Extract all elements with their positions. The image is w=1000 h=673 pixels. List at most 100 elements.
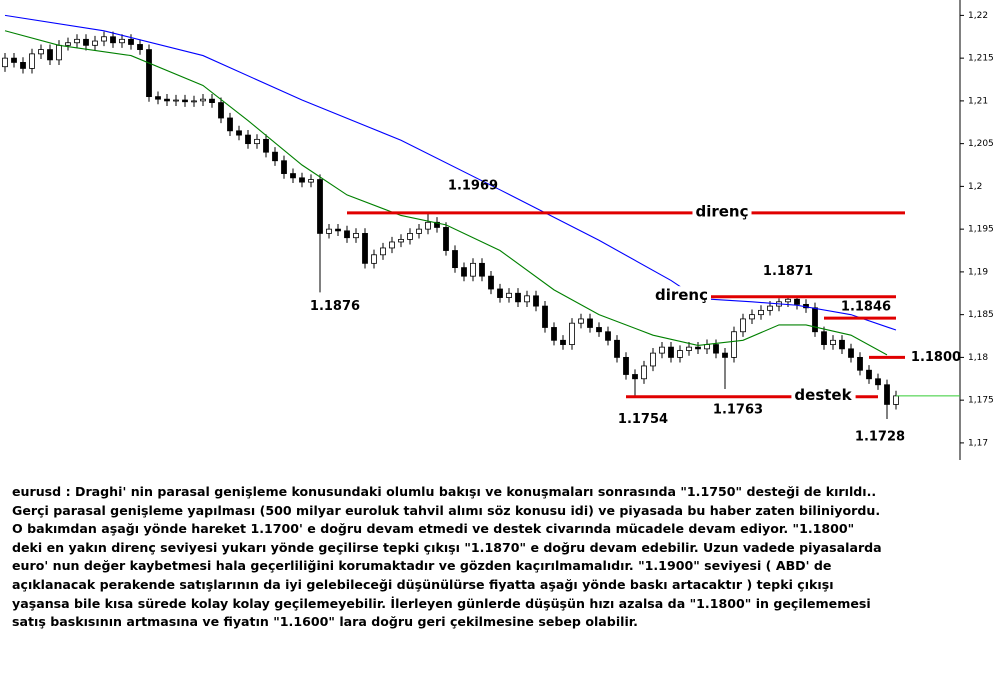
price-annotation: 1.1871	[763, 264, 813, 279]
candle-body	[848, 348, 854, 358]
candle-body	[335, 228, 341, 232]
candle-body	[227, 117, 233, 132]
candle-body	[38, 49, 44, 55]
level-label-bg	[791, 386, 856, 405]
candle-body	[767, 305, 773, 311]
candle-body	[110, 36, 116, 44]
price-annotation: 1.1800	[911, 350, 961, 365]
candle-body	[560, 339, 566, 345]
y-tick-label: 1,205	[968, 139, 994, 149]
candle-body	[488, 275, 494, 290]
candle-body	[785, 298, 791, 303]
candle-body	[56, 44, 62, 61]
candle-body	[407, 233, 413, 240]
candle-body	[389, 241, 395, 249]
candle-body	[254, 138, 260, 145]
candle-body	[650, 352, 656, 367]
candle-body	[866, 369, 872, 380]
candle-body	[425, 221, 431, 230]
level-label: direnç	[655, 286, 708, 304]
y-tick-label: 1,215	[968, 54, 994, 64]
candle-body	[74, 38, 80, 44]
y-tick-label: 1,2	[968, 182, 982, 192]
candle-body	[515, 292, 521, 303]
candle-body	[101, 36, 107, 42]
candle-body	[164, 98, 170, 102]
candle-body	[686, 346, 692, 351]
candle-body	[722, 352, 728, 358]
commentary-line: euro' nun değer kaybetmesi hala geçerlil…	[12, 558, 832, 574]
y-tick-label: 1,195	[968, 225, 994, 235]
candle-body	[92, 40, 98, 46]
candle-body	[272, 151, 278, 162]
level-label-bg	[651, 286, 711, 305]
level-label: direnç	[695, 202, 748, 220]
candle-body	[20, 62, 26, 69]
candle-body	[398, 239, 404, 243]
candle-body	[461, 267, 467, 277]
commentary: eurusd : Draghi' nin parasal genişleme k…	[12, 483, 997, 632]
y-tick-label: 1,22	[968, 11, 988, 21]
candle-body	[506, 292, 512, 298]
candle-body	[200, 98, 206, 102]
price-annotation: 1.1876	[310, 299, 360, 314]
candle-body	[236, 130, 242, 136]
candle-body	[29, 53, 35, 69]
candle-body	[308, 179, 314, 183]
candle-body	[632, 374, 638, 380]
candle-body	[605, 331, 611, 341]
candle-body	[731, 331, 737, 358]
candle-body	[182, 99, 188, 103]
candle-body	[749, 314, 755, 320]
candle-body	[137, 44, 143, 50]
candle-body	[353, 233, 359, 239]
commentary-line: satış baskısının artmasına ve fiyatın "1…	[12, 614, 638, 630]
candle-body	[2, 57, 8, 68]
candle-body	[47, 49, 53, 61]
candle-body	[695, 346, 701, 350]
candle-body	[758, 309, 764, 316]
candle-body	[173, 99, 179, 102]
candle-body	[416, 228, 422, 234]
chart: 1,17 1,175 1,18 1,185 1,19 1,195 1,2 1,205 1,21 1…	[2, 0, 994, 460]
candle-body	[155, 96, 161, 100]
candle-body	[218, 102, 224, 119]
candle-body	[740, 318, 746, 333]
candle-body	[371, 254, 377, 264]
candle-body	[281, 160, 287, 174]
candle-body	[65, 42, 71, 46]
level-label-bg	[692, 202, 752, 221]
candle-body	[893, 395, 899, 405]
candle-body	[479, 262, 485, 277]
candle-body	[290, 173, 296, 179]
candle-body	[299, 177, 305, 183]
candle-body	[119, 38, 125, 44]
commentary-line: eurusd : Draghi' nin parasal genişleme k…	[12, 484, 877, 499]
price-annotation: 1.1763	[713, 403, 763, 418]
candle-body	[344, 230, 350, 239]
price-annotation: 1.1969	[448, 178, 498, 193]
candle-body	[794, 298, 800, 305]
y-tick-label: 1,175	[968, 396, 994, 406]
candle-body	[713, 344, 719, 354]
candle-body	[191, 100, 197, 103]
commentary-line: deki en yakın direnç seviyesi yukarı yön…	[12, 539, 882, 555]
candle-body	[542, 305, 548, 328]
candle-body	[578, 318, 584, 324]
commentary-line: O bakımdan aşağı yönde hareket 1.1700' e…	[12, 521, 855, 537]
candle-body	[623, 356, 629, 375]
candle-body	[443, 227, 449, 251]
candle-body	[497, 288, 503, 298]
candle-body	[326, 228, 332, 234]
commentary-line: yaşansa bile kısa sürede kolay kolay geç…	[12, 595, 871, 611]
y-tick-label: 1,185	[968, 310, 994, 320]
candle-body	[434, 221, 440, 228]
candle-body	[830, 339, 836, 345]
candle-body	[146, 49, 152, 98]
candle-body	[569, 322, 575, 345]
candle-body	[362, 233, 368, 264]
candle-body	[659, 346, 665, 354]
candle-body	[704, 344, 710, 350]
price-annotation: 1.1754	[618, 412, 668, 427]
